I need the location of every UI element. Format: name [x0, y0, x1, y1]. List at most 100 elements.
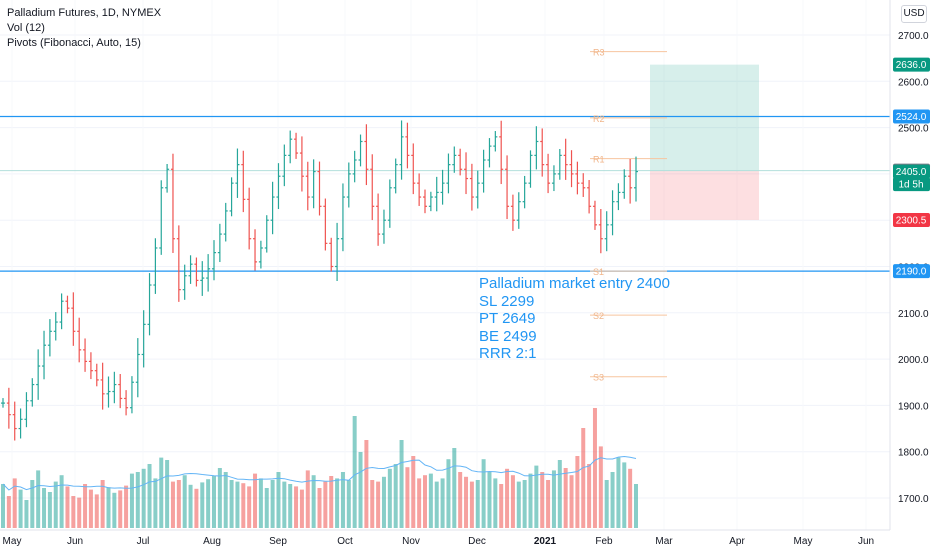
volume-bar: [364, 440, 369, 528]
price-tick-label: 1700.0: [898, 494, 929, 505]
price-label-badge: [893, 164, 930, 179]
price-label-badge: [893, 57, 930, 72]
volume-bar: [112, 492, 117, 528]
volume-bar: [434, 481, 439, 528]
volume-bar: [440, 478, 445, 528]
trade-note[interactable]: Palladium market entry 2400 SL 2299 PT 2…: [479, 275, 670, 363]
volume-bar: [12, 478, 17, 528]
time-tick-label: Jun: [858, 536, 874, 547]
volume-bar: [305, 470, 310, 528]
volume-bar: [458, 472, 463, 528]
volume-bar: [241, 483, 246, 528]
profit-zone: [650, 64, 759, 171]
volume-bar: [516, 481, 521, 528]
volume-bar: [47, 492, 52, 528]
volume-bar: [528, 473, 533, 528]
volume-bar: [370, 480, 375, 528]
note-line: BE 2499: [479, 327, 537, 345]
volume-bar: [159, 457, 164, 528]
volume-bar: [282, 481, 287, 528]
volume-bar: [464, 476, 469, 528]
price-label-text: 1d 5h: [898, 180, 923, 191]
volume-bar: [405, 467, 410, 528]
volume-bar: [610, 472, 615, 528]
pivot-label: R2: [593, 114, 605, 124]
volume-bar: [604, 480, 609, 528]
volume-bar: [387, 468, 392, 528]
volume-bar: [194, 488, 199, 528]
volume-bar: [71, 496, 76, 528]
volume-bar: [423, 475, 427, 528]
volume-bar: [628, 468, 633, 528]
volume-bar: [100, 480, 105, 528]
volume-bar: [206, 479, 211, 528]
time-tick-label: Jul: [137, 536, 150, 547]
pivot-label: S2: [593, 311, 604, 321]
volume-bar: [546, 480, 551, 528]
volume-bar: [253, 473, 258, 528]
pivot-label: S3: [593, 373, 604, 383]
volume-bar: [311, 475, 316, 528]
volume-bar: [475, 480, 480, 528]
pivot-levels: R3 R2 R1 S1 S2 S3: [590, 48, 667, 383]
pivot-label: R3: [593, 48, 605, 58]
volume-bar: [88, 489, 93, 528]
volume-bar: [42, 488, 47, 528]
time-tick-label: Apr: [729, 536, 745, 547]
time-tick-label: Oct: [337, 536, 353, 547]
price-label-badge: [893, 109, 930, 124]
chart-grid: [0, 34, 890, 499]
price-axis[interactable]: 1700.01800.01900.02000.02100.02200.02300…: [889, 0, 930, 530]
volume-bar: [294, 486, 299, 528]
price-label-text: 2300.5: [896, 215, 927, 226]
volume-bar: [83, 484, 88, 528]
time-tick-label: May: [794, 536, 813, 547]
currency-button[interactable]: USD: [901, 5, 927, 23]
price-label-text: 2636.0: [896, 60, 927, 71]
volume-bar: [381, 476, 386, 528]
position-tool[interactable]: [650, 64, 759, 220]
price-label-text: 2405.0: [896, 167, 927, 178]
volume-bar: [135, 472, 140, 528]
time-tick-label: Feb: [595, 536, 613, 547]
price-label-badge: [893, 177, 930, 192]
time-tick-label: 2021: [534, 536, 557, 547]
volume-bar: [200, 482, 205, 528]
price-tick-label: 2600.0: [898, 77, 929, 88]
volume-bar: [270, 480, 275, 528]
volume-bar: [587, 464, 592, 528]
pivot-label: S1: [593, 267, 604, 277]
volume-bar: [247, 486, 252, 528]
volume-bar: [176, 480, 181, 528]
time-axis[interactable]: May Jun Jul Aug Sep Oct Nov Dec 2021 Feb Mar Apr May…: [0, 529, 890, 547]
volume-indicator-label[interactable]: Vol (12): [7, 22, 45, 34]
volume-bar: [1, 484, 5, 528]
volume-bar: [212, 476, 216, 528]
volume-bar: [147, 464, 152, 528]
time-tick-label: Mar: [655, 536, 673, 547]
volume-bar: [182, 475, 187, 528]
volume-bar: [428, 473, 433, 528]
symbol-title[interactable]: Palladium Futures, 1D, NYMEX: [7, 7, 162, 19]
volume-bar: [563, 468, 568, 528]
price-tick-label: 1900.0: [898, 401, 929, 412]
volume-bar: [288, 484, 293, 528]
volume-bar: [469, 481, 474, 528]
volume-bar: [399, 440, 404, 528]
volume-bar: [581, 428, 586, 528]
volume-bar: [534, 465, 539, 528]
price-label-badge: [893, 264, 930, 279]
volume-bar: [592, 408, 597, 528]
time-tick-label: Nov: [402, 536, 420, 547]
volume-bar: [323, 481, 328, 528]
pivots-indicator-label[interactable]: Pivots (Fibonacci, Auto, 15): [7, 37, 141, 49]
volume-bar: [59, 475, 64, 528]
volume-bar: [598, 446, 603, 528]
volume-bar: [276, 472, 281, 528]
volume-bar: [510, 475, 515, 528]
volume-bar: [376, 481, 381, 528]
volume-bar: [557, 460, 562, 528]
volume-bar: [217, 468, 222, 528]
volume-bar: [452, 448, 457, 528]
